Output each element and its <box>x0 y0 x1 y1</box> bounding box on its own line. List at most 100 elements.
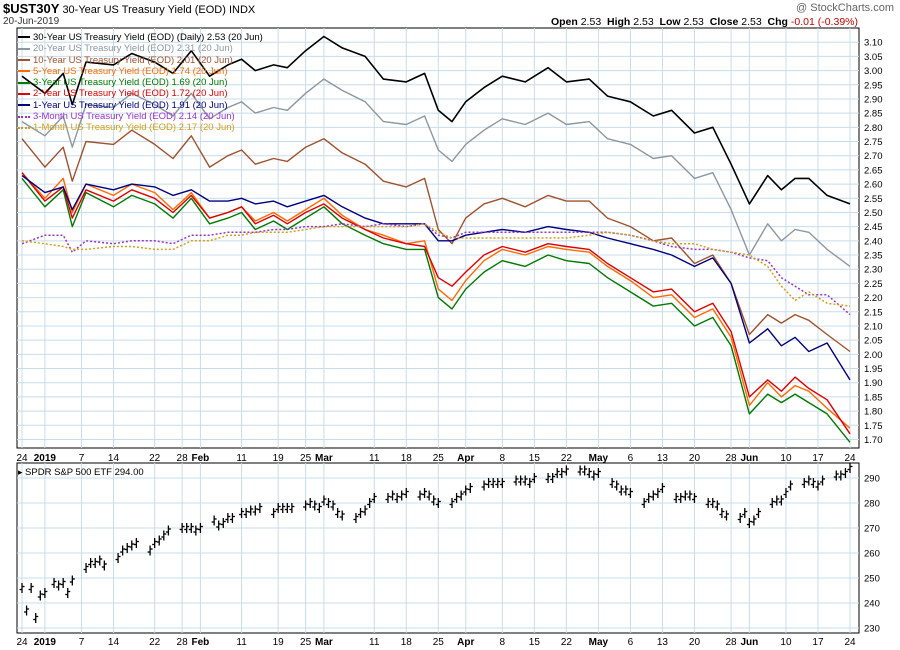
ohlc-bar <box>719 508 725 518</box>
x-tick-label: Mar <box>315 637 333 648</box>
ohlc-bar <box>495 478 501 488</box>
y-tick-label: 3.00 <box>864 66 883 77</box>
ohlc-bar <box>806 475 812 486</box>
legend-text: 3-Month US Treasury Yield (EOD) 2.14 (20… <box>33 111 235 123</box>
x-tick-label: 22 <box>561 453 573 464</box>
ohlc-bar <box>339 510 345 521</box>
ohlc-bar <box>156 535 162 546</box>
legend-swatch <box>18 104 30 107</box>
y-tick-label: 3.05 <box>864 52 883 63</box>
legend-swatch <box>18 126 30 129</box>
ohlc-bar <box>847 463 853 473</box>
x-tick-label: 2019 <box>34 637 57 648</box>
ohlc-bar <box>161 530 167 541</box>
x-tick-label: 17 <box>812 453 824 464</box>
series-line-30-year <box>21 35 851 205</box>
ohlc-bar <box>69 575 75 586</box>
ohlc-bar <box>19 583 25 593</box>
y-tick-label: 2.80 <box>864 123 883 134</box>
ohlc-bar <box>756 508 762 518</box>
high-label: High <box>607 16 631 28</box>
legend-text: 2-Year US Treasury Yield (EOD) 1.72 (20 … <box>33 88 228 100</box>
x-tick-label: 24 <box>16 637 28 648</box>
ohlc-bar <box>88 558 94 568</box>
ohlc-bar <box>239 508 245 518</box>
ohlc-bar <box>723 510 729 521</box>
legend-item: 1-Year US Treasury Yield (EOD) 1.91 (20 … <box>18 100 263 111</box>
ohlc-bar <box>691 493 697 503</box>
y-tick-label: 2.55 <box>864 194 883 205</box>
ohlc-bar <box>422 488 428 498</box>
x-tick-label: 17 <box>812 637 824 648</box>
x-tick-label: 13 <box>657 637 669 648</box>
legend-swatch <box>18 70 30 73</box>
legend-item: 20-Year US Treasury Yield (EOD) 2.31 (20… <box>18 43 263 54</box>
ohlc-bar <box>353 513 359 523</box>
y-tick-label: 230 <box>864 624 880 635</box>
ohlc-bar <box>321 495 327 506</box>
x-tick-label: Feb <box>192 453 210 464</box>
ohlc-bar <box>65 588 71 598</box>
x-tick-label: 28 <box>725 637 737 648</box>
ohlc-bar <box>435 498 441 508</box>
y-tick-label: 2.15 <box>864 307 883 318</box>
ohlc-bar <box>133 538 139 548</box>
y-tick-label: 2.60 <box>864 180 883 191</box>
x-tick-label: 28 <box>725 453 737 464</box>
x-tick-label: 11 <box>369 637 380 648</box>
ohlc-bar <box>815 480 821 491</box>
y-tick-label: 2.50 <box>864 208 883 219</box>
legend-item: 3-Month US Treasury Yield (EOD) 2.14 (20… <box>18 111 263 122</box>
ohlc-bar <box>165 525 171 536</box>
y-tick-label: 2.95 <box>864 80 883 91</box>
ohlc-bar <box>778 495 784 506</box>
ohlc-bar <box>518 475 524 486</box>
x-tick-label: 18 <box>401 453 413 464</box>
legend-text: 1-Year US Treasury Yield (EOD) 1.91 (20 … <box>33 99 228 111</box>
x-tick-label: 28 <box>177 453 189 464</box>
spy-legend-text: SPDR S&P 500 ETF 294.00 <box>25 467 144 478</box>
x-tick-label: May <box>589 453 609 464</box>
legend-text: 3-Year US Treasury Yield (EOD) 1.69 (20 … <box>33 77 228 89</box>
ohlc-bar <box>229 513 235 523</box>
ohlc-bar <box>367 498 373 508</box>
x-tick-label: 24 <box>16 453 28 464</box>
ohlc-bar <box>330 500 336 511</box>
ohlc-bar <box>614 480 620 491</box>
legend-swatch <box>18 36 30 39</box>
y-tick-label: 1.80 <box>864 407 883 418</box>
ohlc-bar <box>783 488 789 498</box>
legend-swatch <box>18 81 30 84</box>
series-line-20-year <box>21 78 851 267</box>
ohlc-bar <box>513 475 519 486</box>
x-tick-label: 11 <box>236 637 247 648</box>
y-tick-label: 2.30 <box>864 265 883 276</box>
x-tick-label: 14 <box>108 453 120 464</box>
x-tick-label: 10 <box>780 637 792 648</box>
ohlc-bar <box>426 490 432 501</box>
ohlc-bar <box>24 605 30 616</box>
x-tick-label: 14 <box>108 637 120 648</box>
y-tick-label: 2.05 <box>864 336 883 347</box>
ohlc-bar <box>449 498 455 508</box>
ohlc-bar <box>687 490 693 501</box>
legend-text: 5-Year US Treasury Yield (EOD) 1.74 (20 … <box>33 65 228 77</box>
low-value: 2.53 <box>683 16 704 28</box>
ohlc-bar <box>595 468 601 478</box>
high-value: 2.53 <box>633 16 654 28</box>
x-tick-label: 7 <box>79 453 85 464</box>
yield-series <box>21 35 851 443</box>
ohlc-bar <box>486 478 492 488</box>
ohlc-bar <box>673 493 679 503</box>
legend-text: 20-Year US Treasury Yield (EOD) 2.31 (20… <box>33 43 233 55</box>
ohlc-bar <box>60 578 66 588</box>
y-tick-label: 280 <box>864 499 880 510</box>
series-line-5-year <box>21 172 851 429</box>
x-tick-label: Apr <box>457 453 474 464</box>
exchange: INDX <box>228 4 256 16</box>
ohlc-bar <box>271 508 277 518</box>
ohlc-bar <box>774 495 780 506</box>
y-tick-label: 240 <box>864 599 880 610</box>
ohlc-bar <box>641 498 647 508</box>
